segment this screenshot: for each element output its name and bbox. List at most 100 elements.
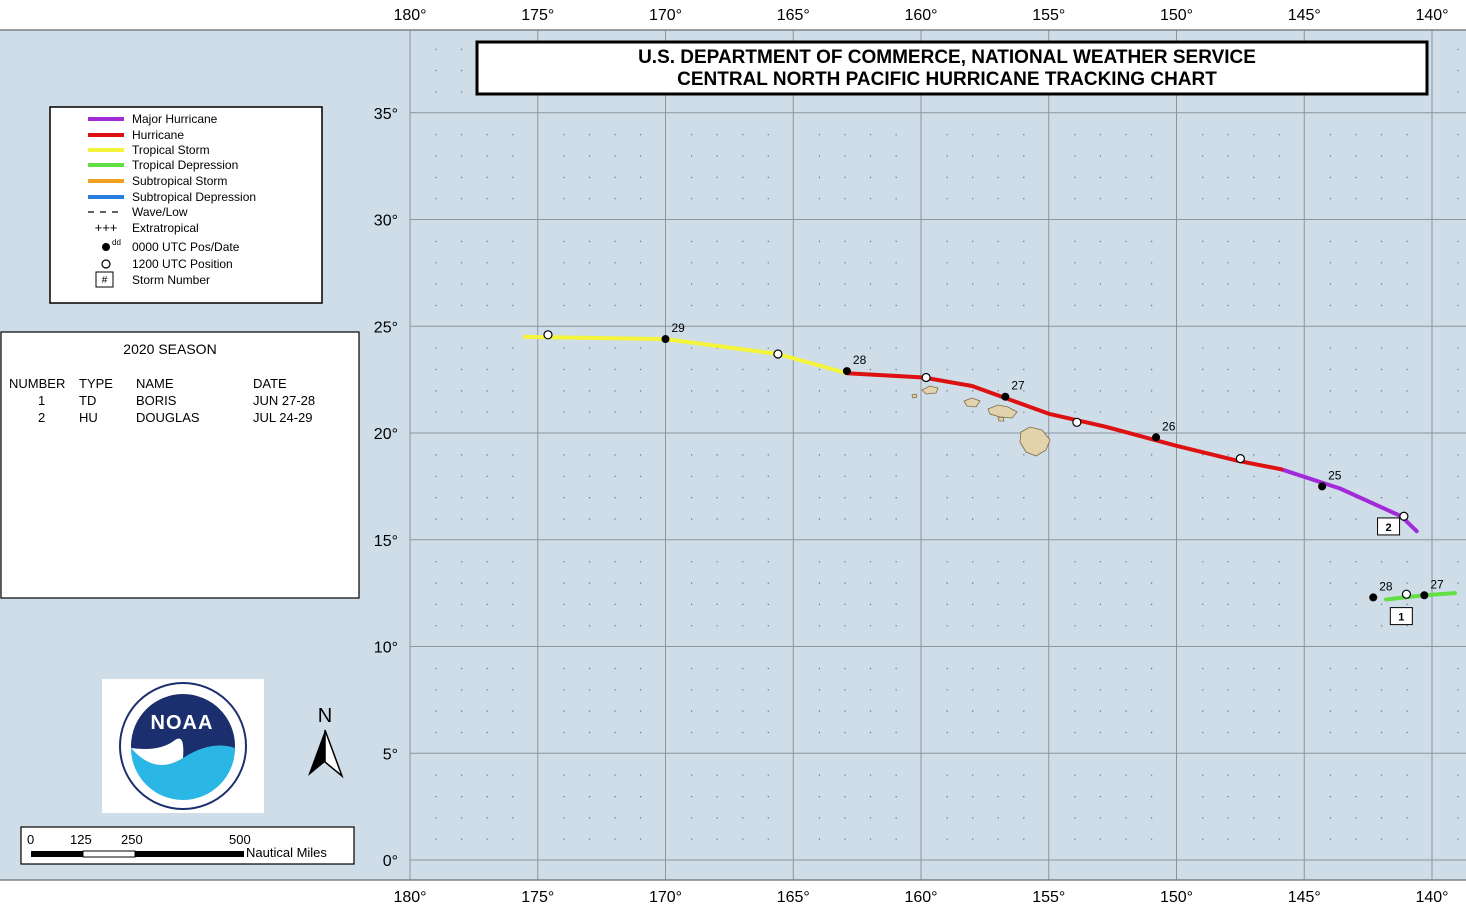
utc-0000-position — [1152, 433, 1161, 442]
season-column-header: TYPE — [79, 376, 113, 391]
season-table-cell: JUL 24-29 — [253, 410, 313, 425]
storm-positions: 27 28 1 25 26 27 28 29 2 — [543, 321, 1444, 626]
position-date-label: 28 — [853, 353, 867, 367]
legend-item-label: Subtropical Storm — [132, 174, 227, 188]
legend-item-label: Storm Number — [132, 273, 210, 287]
lon-tick-label-top: 170° — [649, 7, 682, 24]
utc-0000-position — [1001, 392, 1010, 401]
season-table-cell: 1 — [38, 393, 45, 408]
legend-item-label: Extratropical — [132, 221, 199, 235]
lat-tick-label: 30° — [374, 213, 398, 230]
utc-1200-position — [1401, 589, 1412, 599]
noaa-logo: NOAA — [102, 679, 264, 813]
legend-item-label: Hurricane — [132, 128, 184, 142]
season-table-cell: 2 — [38, 410, 45, 425]
lon-tick-label-top: 155° — [1032, 7, 1065, 24]
legend-dot-superscript: dd — [112, 238, 121, 247]
lat-tick-label: 5° — [383, 746, 398, 763]
chart-title: U.S. DEPARTMENT OF COMMERCE, NATIONAL WE… — [475, 40, 1429, 96]
utc-1200-position — [1399, 511, 1409, 521]
season-column-header: NUMBER — [9, 376, 65, 391]
lon-tick-label-top: 160° — [904, 7, 937, 24]
title-line-1: U.S. DEPARTMENT OF COMMERCE, NATIONAL WE… — [638, 47, 1256, 68]
position-date-label: 27 — [1011, 379, 1025, 393]
lon-tick-label-bottom: 160° — [904, 889, 937, 906]
lat-tick-label: 0° — [383, 853, 398, 870]
legend-swatch-plus: +++ — [95, 220, 118, 235]
lon-tick-label-top: 150° — [1160, 7, 1193, 24]
season-panel: 2020 SEASON NUMBER TYPE NAME DATE 1 TD BORIS JU… — [0, 331, 360, 599]
lon-tick-label-top: 165° — [777, 7, 810, 24]
legend-item-label: Tropical Depression — [132, 158, 238, 172]
legend-item-label: 1200 UTC Position — [132, 257, 233, 271]
season-table-cell: DOUGLAS — [136, 410, 200, 425]
position-date-label: 25 — [1328, 468, 1342, 482]
season-table-cell: TD — [79, 393, 96, 408]
legend-item-label: Wave/Low — [132, 205, 188, 219]
scale-unit-label: Nautical Miles — [246, 845, 327, 860]
position-date-label: 29 — [672, 321, 686, 335]
storm-number-box — [1389, 607, 1413, 626]
hawaiian-islands — [911, 385, 1051, 457]
island — [997, 416, 1005, 422]
island — [963, 397, 981, 408]
island — [921, 385, 939, 395]
legend-item-label: Major Hurricane — [132, 112, 218, 126]
lon-tick-label-bottom: 175° — [521, 889, 554, 906]
lon-tick-label-bottom: 165° — [777, 889, 810, 906]
storm-2-tropical_storm-track — [523, 334, 849, 376]
lon-tick-label-top: 145° — [1288, 7, 1321, 24]
season-table-cell: BORIS — [136, 393, 177, 408]
utc-0000-position — [842, 367, 851, 376]
lon-tick-label-top: 180° — [393, 7, 426, 24]
utc-1200-position — [1235, 454, 1245, 464]
season-table-cell: JUN 27-28 — [253, 393, 315, 408]
season-column-header: NAME — [136, 376, 174, 391]
lon-tick-label-bottom: 180° — [393, 889, 426, 906]
island — [987, 404, 1018, 419]
storm-number-label: 2 — [1386, 522, 1392, 534]
season-column-header: DATE — [253, 376, 287, 391]
scale-tick-label: 250 — [121, 832, 143, 847]
lat-tick-label: 25° — [374, 319, 398, 336]
utc-0000-position — [1420, 591, 1429, 600]
lon-tick-label-top: 175° — [521, 7, 554, 24]
utc-1200-position — [543, 330, 553, 340]
season-title: 2020 SEASON — [123, 341, 216, 357]
utc-1200-position — [773, 349, 783, 359]
island — [1019, 426, 1051, 457]
lon-tick-label-bottom: 150° — [1160, 889, 1193, 906]
lat-tick-label: 20° — [374, 426, 398, 443]
scale-tick-label: 125 — [70, 832, 92, 847]
legend-filled-dot — [102, 243, 110, 251]
utc-1200-position — [1072, 417, 1082, 427]
lon-tick-label-bottom: 170° — [649, 889, 682, 906]
lon-tick-label-bottom: 140° — [1415, 889, 1448, 906]
north-label: N — [318, 705, 332, 727]
storm-number-label: 1 — [1398, 612, 1404, 624]
storm-2-major_hurricane-track — [1279, 467, 1419, 534]
storm-number-box — [1377, 517, 1401, 536]
lat-tick-label: 35° — [374, 106, 398, 123]
axis-labels: 180° 180° 175° 175° 170° 170° 165° 165° 160° 160°… — [374, 7, 1449, 906]
lat-lon-grid — [0, 29, 1466, 881]
utc-1200-position — [921, 372, 931, 383]
legend-item-label: Tropical Storm — [132, 143, 210, 157]
legend-number-box-text: # — [102, 275, 108, 286]
lat-tick-label: 15° — [374, 533, 398, 550]
legend-item-label: 0000 UTC Pos/Date — [132, 240, 240, 254]
lon-tick-label-bottom: 155° — [1032, 889, 1065, 906]
legend-number-box — [95, 271, 114, 288]
north-arrow-icon — [308, 730, 325, 776]
island — [911, 393, 918, 399]
utc-0000-position — [661, 335, 670, 344]
lon-tick-label-bottom: 145° — [1288, 889, 1321, 906]
scale-tick-label: 0 — [27, 832, 34, 847]
position-date-label: 28 — [1379, 579, 1393, 593]
utc-0000-position — [1318, 482, 1327, 491]
legend-item-label: Subtropical Depression — [132, 190, 256, 204]
title-line-2: CENTRAL NORTH PACIFIC HURRICANE TRACKING… — [677, 69, 1217, 90]
